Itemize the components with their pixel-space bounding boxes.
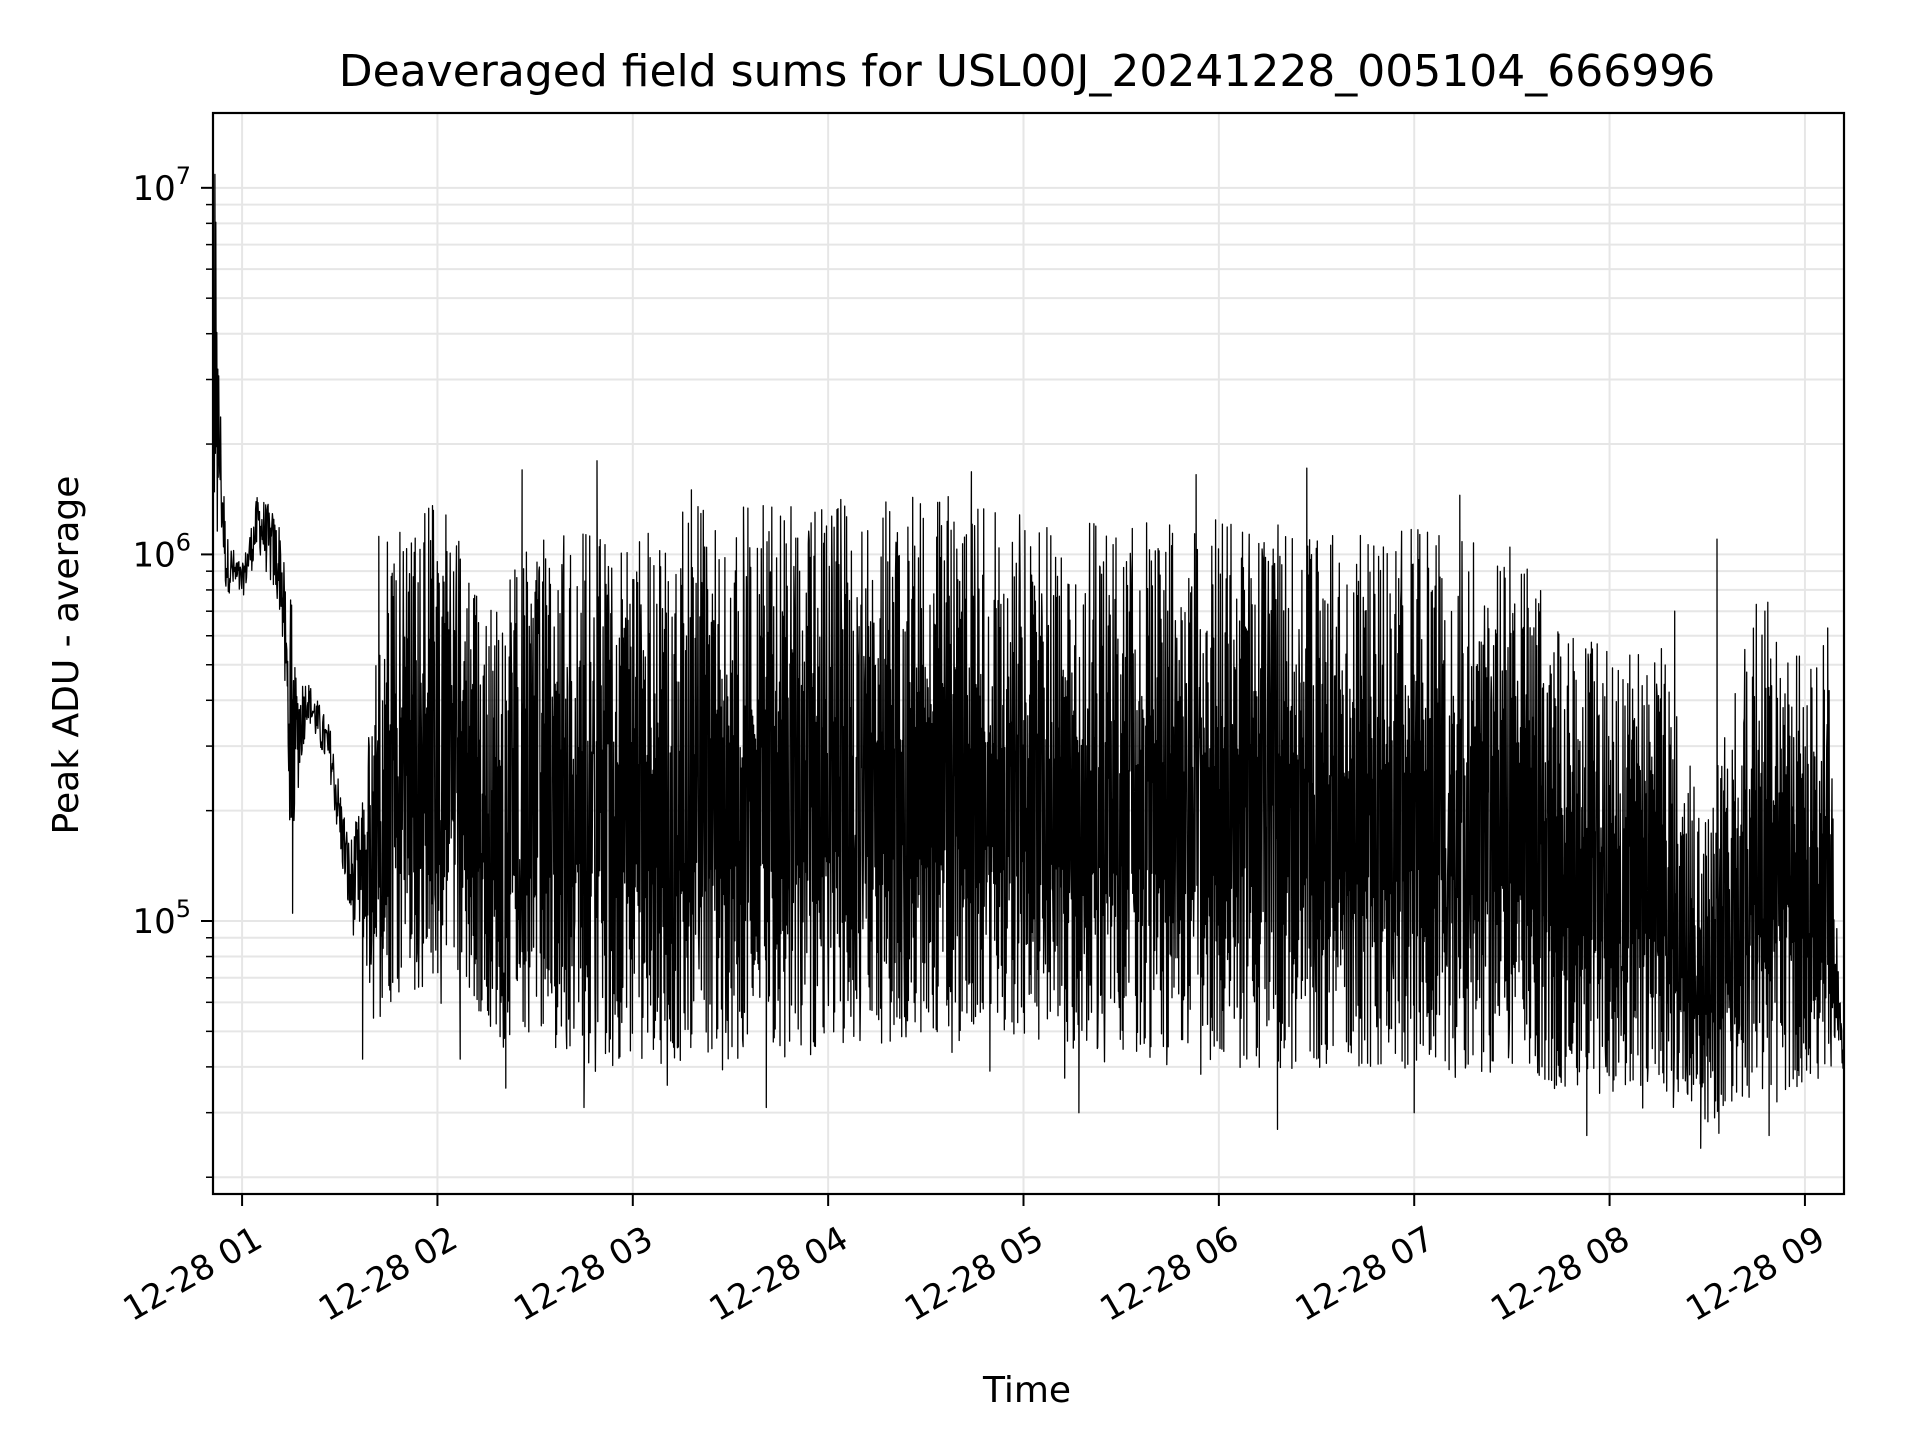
y-tick-label: 105 xyxy=(132,895,191,942)
plot-frame xyxy=(211,111,1846,1196)
plot-area xyxy=(213,173,1844,1149)
y-axis-label: Peak ADU - average xyxy=(46,476,87,835)
y-tick-label: 106 xyxy=(132,528,191,575)
chart-title: Deaveraged field sums for USL00J_2024122… xyxy=(339,46,1715,97)
y-axis: 105 106 107 xyxy=(132,162,213,1178)
y-tick-label: 107 xyxy=(132,162,191,209)
x-axis-label: Time xyxy=(982,1370,1071,1411)
series-line xyxy=(213,173,1844,1149)
